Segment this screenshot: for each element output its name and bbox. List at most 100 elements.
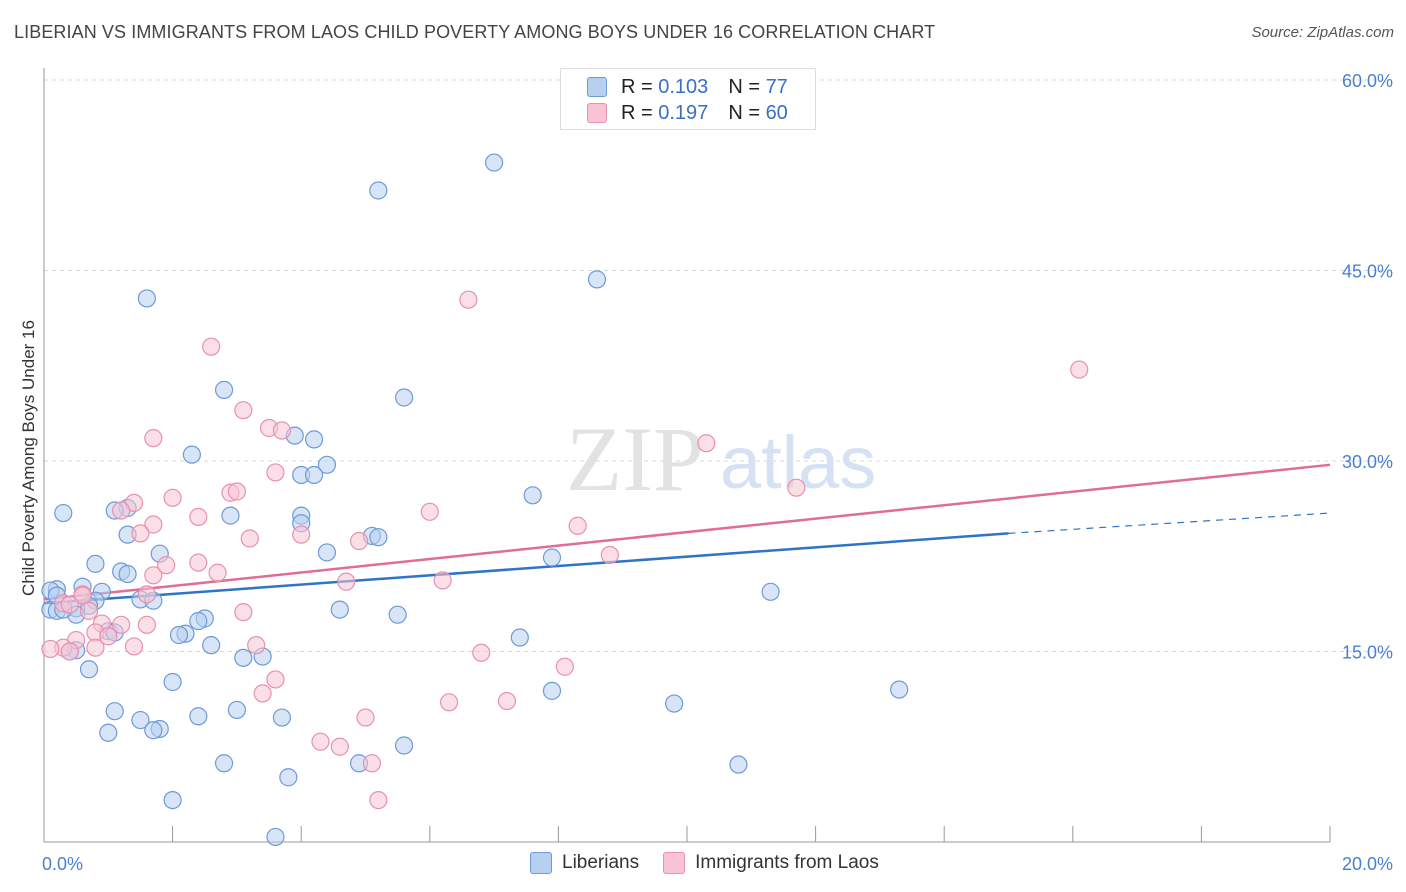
liberian-point [214, 754, 234, 773]
legend-r-label: R = [621, 101, 653, 124]
laos-point [362, 754, 382, 773]
data-points [41, 153, 1089, 847]
laos-point [157, 556, 176, 575]
liberian-point [163, 672, 182, 692]
liberian-point [665, 694, 684, 713]
liberian-trend-line [43, 532, 1009, 605]
laos-point [568, 516, 587, 535]
legend-r-label: R = [621, 75, 653, 98]
liberian-point [523, 486, 542, 505]
chart-title: LIBERIAN VS IMMIGRANTS FROM LAOS CHILD P… [14, 22, 936, 42]
liberian-point [369, 181, 388, 200]
legend-item-laos[interactable]: Immigrants from Laos [663, 852, 879, 874]
laos-point [234, 603, 253, 622]
liberian-point [542, 548, 562, 567]
liberian-point [330, 600, 349, 619]
liberian-point [761, 582, 780, 601]
laos-point [189, 507, 208, 526]
laos-point [99, 627, 118, 646]
laos-point [787, 478, 806, 497]
liberian-point [99, 723, 118, 742]
laos-point [124, 637, 144, 656]
laos-point [292, 525, 311, 544]
laos-point [472, 643, 491, 662]
laos-point [253, 684, 272, 703]
watermark-zip: ZIP [566, 408, 704, 510]
laos-point [439, 693, 459, 712]
y-tick-label: 15.0% [1342, 643, 1393, 663]
liberian-point [86, 554, 105, 573]
laos-point [459, 290, 478, 309]
laos-point [433, 571, 452, 590]
laos-point [497, 691, 517, 711]
y-tick-labels: 15.0% 30.0% 45.0% 60.0% [1342, 71, 1393, 663]
laos-point [272, 421, 292, 440]
laos-point [356, 708, 375, 727]
trend-lines [43, 463, 1331, 605]
laos-point [420, 502, 439, 521]
legend-row-laos: R = 0.197 N = 60 [587, 102, 788, 124]
liberian-point [272, 708, 292, 727]
liberian-point [105, 702, 124, 721]
liberian-point [227, 700, 246, 720]
laos-point [41, 639, 60, 659]
liberian-point [182, 445, 201, 464]
laos-point [131, 524, 150, 543]
y-axis-title: Child Poverty Among Boys Under 16 [19, 320, 38, 596]
laos-point [137, 615, 156, 634]
legend-r-value: 0.103 [658, 75, 709, 98]
watermark: ZIP atlas [566, 408, 876, 510]
y-tick-label: 60.0% [1342, 71, 1393, 91]
laos-point [137, 585, 156, 604]
liberian-point [202, 636, 221, 655]
laos-point [189, 553, 208, 572]
laos-point [112, 501, 131, 520]
legend-swatch-blue [530, 852, 552, 874]
x-tick-label: 20.0% [1342, 854, 1393, 874]
laos-point [227, 482, 246, 501]
y-tick-label: 45.0% [1342, 262, 1393, 282]
legend-item-liberians[interactable]: Liberians [530, 852, 639, 874]
liberian-point [394, 388, 414, 407]
x-tick-labels: 0.0% 20.0% [42, 854, 1393, 874]
legend-n-label: N = [728, 101, 760, 124]
series-legend: Liberians Immigrants from Laos [530, 852, 903, 874]
liberian-point [189, 611, 208, 631]
liberian-point [317, 543, 337, 562]
legend-row-liberians: R = 0.103 N = 77 [587, 76, 788, 98]
legend-swatch-blue [587, 77, 607, 97]
liberian-point [234, 648, 253, 667]
laos-point [208, 563, 227, 582]
grid-lines [44, 79, 1395, 652]
liberian-point [485, 153, 504, 172]
laos-point [234, 401, 253, 420]
laos-point [202, 337, 221, 356]
legend-n-value: 60 [765, 101, 788, 124]
liberian-point [54, 503, 73, 523]
laos-point [60, 642, 79, 661]
liberian-point [542, 681, 562, 700]
liberian-point [214, 380, 234, 399]
laos-point [369, 790, 388, 810]
liberian-point [131, 710, 150, 730]
legend-n-value: 77 [765, 75, 788, 98]
liberian-point [144, 721, 163, 740]
laos-point [555, 657, 574, 676]
stats-legend: R = 0.103 N = 77 R = 0.197 N = 60 [560, 68, 816, 130]
liberian-point [279, 768, 298, 787]
liberian-point [394, 736, 414, 755]
liberian-trend-extension [1008, 512, 1331, 534]
laos-point [60, 595, 79, 614]
laos-point [79, 601, 99, 620]
liberian-point [317, 455, 337, 474]
axes [43, 68, 1331, 843]
laos-point [330, 737, 349, 756]
laos-point [144, 566, 163, 585]
x-tick-label: 0.0% [42, 854, 83, 874]
laos-point [349, 531, 369, 551]
laos-point [240, 529, 259, 548]
laos-point [266, 670, 285, 689]
liberian-point [137, 289, 156, 308]
laos-point [697, 434, 716, 453]
